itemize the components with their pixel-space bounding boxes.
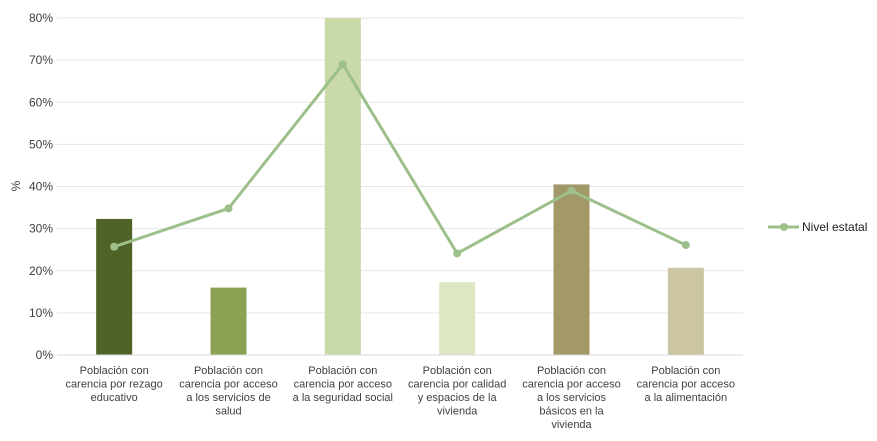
bar (667, 267, 704, 355)
series-point (338, 60, 347, 69)
series-point (681, 241, 690, 250)
category-labels: Población con carencia por rezago educativ… (66, 365, 736, 431)
series-line (113, 62, 687, 255)
y-tick-label: 60% (29, 95, 53, 109)
series-point (453, 249, 462, 258)
y-tick-label: 20% (29, 264, 53, 278)
category-label: Población con carencia por rezago educativ… (66, 365, 163, 404)
category-label: Población con carencia por acceso a los se… (179, 365, 277, 418)
y-tick-label: 10% (29, 306, 53, 320)
category-label: Población con carencia por acceso a la seg… (293, 365, 393, 404)
series-point (567, 186, 576, 195)
y-tick-labels: 0% 10% 20% 30% 40% 50% 60% 70% 80% (29, 11, 53, 362)
y-tick-label: 50% (29, 137, 53, 151)
category-label: Población con carencia por calidad y espac… (408, 365, 506, 418)
bar (439, 282, 476, 355)
y-tick-label: 70% (29, 53, 53, 67)
y-tick-label: 40% (29, 180, 53, 194)
bar (96, 218, 133, 355)
bar (324, 18, 361, 355)
line-series (110, 60, 690, 258)
category-label: Población con carencia por acceso a los se… (522, 365, 620, 431)
grid-lines (57, 17, 743, 314)
y-tick-label: 0% (36, 348, 54, 362)
category-label: Población con carencia por acceso a la ali… (637, 365, 735, 404)
legend: Nivel estatal (768, 220, 867, 234)
series-point (110, 242, 119, 251)
y-axis-label: % (9, 180, 23, 191)
series-point (224, 204, 233, 213)
bar (210, 287, 247, 355)
y-tick-label: 30% (29, 222, 53, 236)
legend-label: Nivel estatal (802, 220, 867, 234)
bar (553, 184, 590, 355)
y-tick-label: 80% (29, 11, 53, 25)
legend-point-marker (780, 223, 788, 231)
